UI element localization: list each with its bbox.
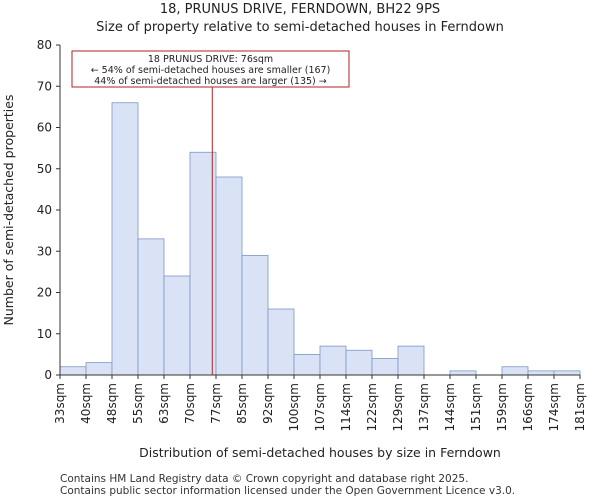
histogram-bar [267,308,295,376]
histogram-bar [293,353,321,376]
x-tick-label: 114sqm [339,383,353,431]
x-tick-label: 144sqm [443,383,457,431]
annotation-title: 18 PRUNUS DRIVE: 76sqm [148,54,273,65]
histogram-bar [137,238,165,376]
x-tick-label: 181sqm [573,383,587,431]
histogram-bar [59,366,87,376]
y-tick-label: 0 [44,368,52,382]
x-tick-label: 40sqm [79,383,93,424]
histogram-bar [501,366,529,376]
histogram-bar [163,275,191,376]
histogram-bar [319,345,347,376]
x-tick-label: 137sqm [417,383,431,431]
y-tick-label: 40 [37,203,52,217]
x-tick-label: 70sqm [183,383,197,424]
chart-title: 18, PRUNUS DRIVE, FERNDOWN, BH22 9PS [159,2,441,17]
histogram-bar [553,370,581,376]
x-tick-label: 63sqm [157,383,171,424]
y-tick-label: 30 [37,244,52,258]
footer-licence: Contains public sector information licen… [60,485,516,497]
y-tick-label: 70 [37,79,52,93]
x-tick-label: 85sqm [235,383,249,424]
x-tick-label: 122sqm [365,383,379,431]
annotation-box [71,50,350,88]
annotation-larger: 44% of semi-detached houses are larger (… [94,76,327,87]
x-tick-label: 151sqm [469,383,483,431]
x-tick-label: 100sqm [287,383,301,431]
y-tick-label: 60 [37,121,52,135]
histogram-bar [215,176,243,376]
annotation-smaller: ← 54% of semi-detached houses are smalle… [91,65,331,76]
histogram-bar [189,151,217,376]
y-axis-label: Number of semi-detached properties [1,95,16,326]
x-axis-label: Distribution of semi-detached houses by … [139,445,501,460]
x-tick-label: 174sqm [547,383,561,431]
x-tick-label: 129sqm [391,383,405,431]
histogram-bar [527,370,555,376]
histogram-bar [111,102,139,376]
x-tick-label: 77sqm [209,383,223,424]
x-tick-label: 107sqm [313,383,327,431]
chart-subtitle: Size of property relative to semi-detach… [96,20,504,35]
histogram-bar [449,370,477,376]
x-tick-label: 55sqm [131,383,145,424]
histogram-bar [371,358,399,376]
x-tick-label: 33sqm [53,383,67,424]
footer-copyright: Contains HM Land Registry data © Crown c… [60,473,469,485]
x-tick-label: 48sqm [105,383,119,424]
histogram-bar [345,349,373,376]
histogram-bar [241,254,269,376]
y-tick-label: 50 [37,162,52,176]
y-tick-label: 20 [37,286,52,300]
x-tick-label: 166sqm [521,383,535,431]
x-tick-label: 159sqm [495,383,509,431]
histogram-bar [85,362,113,376]
histogram-bar [397,345,425,376]
x-tick-label: 92sqm [261,383,275,424]
y-tick-label: 10 [37,327,52,341]
y-tick-label: 80 [37,38,52,52]
